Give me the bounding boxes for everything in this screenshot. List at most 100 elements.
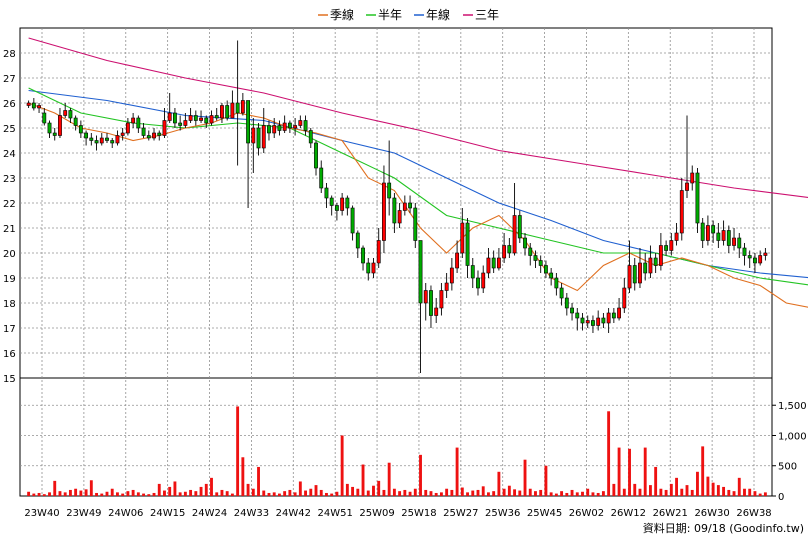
- price-tick-label: 28: [3, 49, 16, 60]
- candle-25: [157, 130, 162, 141]
- volume-bar-122: [664, 489, 668, 496]
- candle-body: [324, 187, 329, 199]
- volume-bar-121: [659, 488, 663, 496]
- candle-body: [42, 112, 47, 124]
- candle-body: [617, 307, 621, 319]
- volume-bar-127: [690, 489, 694, 496]
- candle-135: [732, 228, 736, 251]
- candle-body: [293, 125, 298, 129]
- candle-body: [397, 210, 402, 224]
- volume-bar-109: [596, 492, 600, 496]
- candle-body: [549, 272, 554, 279]
- candle-81: [449, 258, 454, 291]
- candle-28: [173, 108, 177, 128]
- volume-bar-106: [581, 491, 584, 496]
- volume-bar-34: [204, 483, 208, 496]
- volume-bar-86: [476, 489, 480, 496]
- candle-body: [570, 307, 574, 314]
- price-tick-label: 26: [3, 99, 16, 110]
- volume-bar-53: [304, 490, 307, 496]
- candle-body: [544, 265, 548, 274]
- volume-bar-131: [711, 482, 715, 496]
- candle-84: [465, 218, 470, 278]
- volume-bar-89: [492, 491, 496, 496]
- candle-body: [564, 297, 569, 309]
- volume-bar-85: [471, 490, 475, 496]
- volume-panel: [19, 377, 773, 497]
- volume-bar-47: [272, 492, 276, 496]
- volume-bar-14: [100, 493, 104, 496]
- candle-112: [611, 308, 616, 323]
- candle-116: [632, 258, 637, 291]
- candle-92: [507, 238, 512, 258]
- candle-31: [188, 108, 193, 123]
- candle-body: [392, 197, 397, 224]
- volume-tick-label: 1,500: [778, 401, 807, 412]
- candle-body: [350, 207, 355, 234]
- candle-body: [220, 105, 224, 119]
- candle-body: [402, 202, 407, 211]
- candle-40: [235, 40, 240, 166]
- candle-body: [110, 140, 115, 144]
- candle-105: [575, 308, 580, 331]
- candle-body: [209, 115, 214, 124]
- candle-body: [251, 127, 256, 144]
- volume-bar-111: [607, 411, 611, 496]
- candle-body: [517, 215, 522, 239]
- volume-bar-4: [48, 492, 51, 496]
- volume-bar-79: [439, 492, 443, 496]
- x-tick-label: 24W42: [276, 508, 311, 519]
- volume-bar-71: [398, 491, 402, 496]
- volume-bar-96: [528, 488, 532, 496]
- candle-body: [183, 120, 188, 126]
- candle-11: [84, 130, 89, 146]
- candle-body: [408, 202, 412, 209]
- volume-bar-75: [419, 454, 422, 496]
- candle-body: [272, 125, 277, 134]
- volume-bar-70: [392, 488, 396, 496]
- candle-body: [591, 320, 595, 326]
- candle-69: [387, 140, 392, 216]
- price-tick-label: 27: [3, 74, 16, 85]
- volume-bar-141: [763, 492, 767, 496]
- candle-body: [653, 257, 658, 266]
- candle-73: [408, 195, 412, 213]
- volume-bar-97: [534, 491, 537, 496]
- price-tick-label: 20: [3, 249, 16, 260]
- volume-bar-100: [549, 492, 553, 496]
- candle-130: [705, 215, 710, 246]
- volume-bar-55: [314, 485, 318, 496]
- volume-bar-32: [194, 491, 198, 496]
- candle-79: [439, 283, 444, 316]
- candle-body: [246, 100, 250, 144]
- candle-body: [460, 222, 465, 254]
- candle-7: [63, 103, 68, 118]
- candle-body: [131, 117, 136, 124]
- volume-bar-118: [643, 447, 647, 496]
- candle-6: [58, 108, 62, 138]
- candle-36: [214, 108, 219, 121]
- candle-60: [340, 193, 345, 216]
- candle-102: [559, 283, 564, 306]
- candle-124: [674, 223, 679, 246]
- candle-127: [690, 165, 695, 191]
- candle-59: [334, 203, 339, 221]
- volume-bar-60: [340, 435, 344, 496]
- candle-body: [199, 117, 203, 121]
- candle-body: [167, 112, 172, 121]
- candle-body: [204, 117, 209, 124]
- volume-tick-label: 1,000: [778, 431, 807, 442]
- volume-bar-74: [413, 488, 417, 496]
- candle-body: [643, 262, 648, 274]
- ma-line-t: [28, 37, 808, 198]
- volume-bar-8: [68, 489, 72, 496]
- ma-line-y: [28, 89, 808, 279]
- candle-123: [669, 233, 674, 256]
- volume-bar-104: [570, 489, 574, 496]
- candle-53: [303, 115, 308, 136]
- volume-bar-124: [675, 477, 678, 496]
- candle-71: [397, 203, 402, 228]
- candle-99: [544, 260, 548, 278]
- volume-bar-77: [429, 491, 433, 496]
